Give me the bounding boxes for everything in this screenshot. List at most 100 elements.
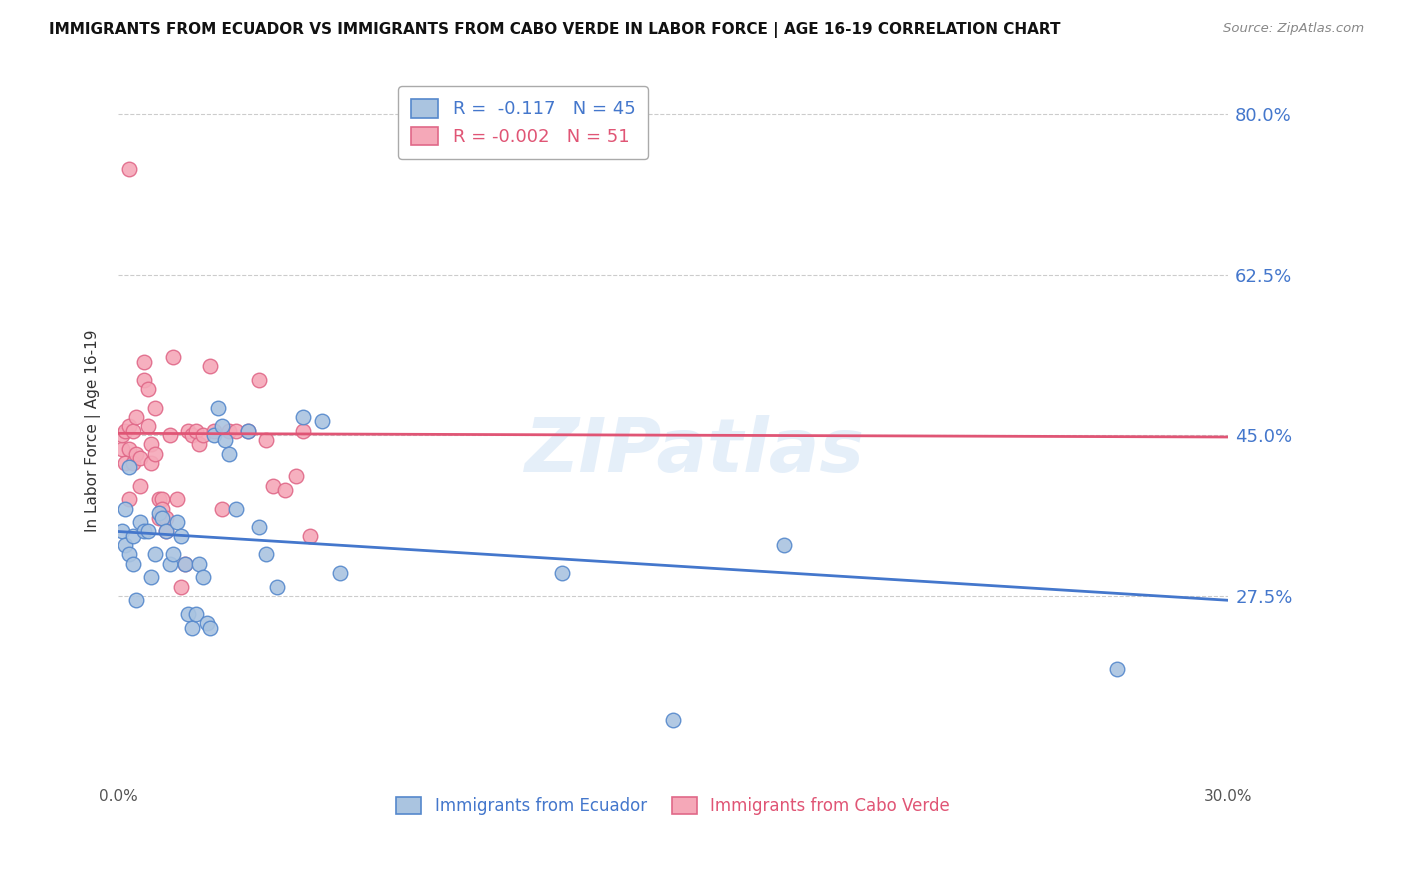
Point: [118, 162, 141, 177]
Point: [148, 506, 170, 520]
Point: [125, 409, 148, 424]
Point: [254, 548, 277, 562]
Point: [254, 433, 277, 447]
Point: [773, 538, 796, 552]
Point: [118, 492, 141, 507]
Point: [191, 570, 214, 584]
Point: [118, 419, 141, 434]
Point: [118, 548, 141, 562]
Text: IMMIGRANTS FROM ECUADOR VS IMMIGRANTS FROM CABO VERDE IN LABOR FORCE | AGE 16-19: IMMIGRANTS FROM ECUADOR VS IMMIGRANTS FR…: [49, 22, 1060, 38]
Point: [114, 501, 136, 516]
Point: [218, 424, 240, 438]
Point: [155, 510, 177, 524]
Point: [200, 359, 222, 374]
Point: [155, 524, 177, 539]
Text: Source: ZipAtlas.com: Source: ZipAtlas.com: [1223, 22, 1364, 36]
Point: [121, 557, 143, 571]
Point: [225, 424, 247, 438]
Point: [1107, 662, 1129, 676]
Point: [125, 593, 148, 607]
Point: [132, 373, 155, 387]
Point: [136, 419, 159, 434]
Point: [662, 713, 685, 727]
Point: [121, 456, 143, 470]
Point: [111, 428, 134, 442]
Point: [136, 382, 159, 396]
Point: [129, 516, 152, 530]
Point: [143, 401, 166, 415]
Point: [114, 538, 136, 552]
Point: [195, 616, 218, 631]
Point: [143, 446, 166, 460]
Point: [299, 529, 322, 543]
Point: [211, 419, 233, 434]
Point: [155, 524, 177, 539]
Point: [166, 516, 188, 530]
Point: [148, 492, 170, 507]
Point: [150, 492, 173, 507]
Point: [329, 566, 352, 580]
Point: [162, 350, 184, 364]
Point: [184, 424, 207, 438]
Point: [207, 401, 229, 415]
Point: [141, 456, 163, 470]
Point: [141, 437, 163, 451]
Point: [202, 428, 225, 442]
Point: [184, 607, 207, 621]
Point: [236, 424, 259, 438]
Point: [214, 433, 236, 447]
Point: [143, 548, 166, 562]
Text: ZIPatlas: ZIPatlas: [526, 416, 865, 488]
Point: [148, 510, 170, 524]
Point: [284, 469, 307, 483]
Point: [118, 460, 141, 475]
Point: [111, 524, 134, 539]
Point: [141, 570, 163, 584]
Point: [173, 557, 195, 571]
Point: [132, 355, 155, 369]
Point: [173, 557, 195, 571]
Point: [191, 428, 214, 442]
Point: [129, 451, 152, 466]
Point: [266, 580, 288, 594]
Point: [159, 557, 181, 571]
Point: [170, 580, 193, 594]
Point: [114, 456, 136, 470]
Point: [159, 428, 181, 442]
Point: [125, 446, 148, 460]
Point: [236, 424, 259, 438]
Point: [150, 501, 173, 516]
Point: [218, 446, 240, 460]
Point: [132, 524, 155, 539]
Point: [188, 437, 211, 451]
Point: [551, 566, 574, 580]
Point: [121, 529, 143, 543]
Point: [211, 501, 233, 516]
Point: [292, 424, 315, 438]
Point: [170, 529, 193, 543]
Point: [273, 483, 295, 498]
Point: [200, 621, 222, 635]
Point: [177, 607, 200, 621]
Point: [188, 557, 211, 571]
Point: [247, 520, 270, 534]
Point: [292, 409, 315, 424]
Point: [262, 478, 284, 492]
Point: [247, 373, 270, 387]
Point: [311, 414, 333, 428]
Point: [136, 524, 159, 539]
Point: [114, 424, 136, 438]
Point: [111, 442, 134, 456]
Point: [118, 442, 141, 456]
Point: [162, 548, 184, 562]
Legend: Immigrants from Ecuador, Immigrants from Cabo Verde: Immigrants from Ecuador, Immigrants from…: [387, 787, 960, 825]
Point: [129, 478, 152, 492]
Point: [121, 424, 143, 438]
Point: [181, 428, 204, 442]
Point: [181, 621, 204, 635]
Point: [166, 492, 188, 507]
Point: [150, 510, 173, 524]
Point: [225, 501, 247, 516]
Point: [177, 424, 200, 438]
Point: [202, 424, 225, 438]
